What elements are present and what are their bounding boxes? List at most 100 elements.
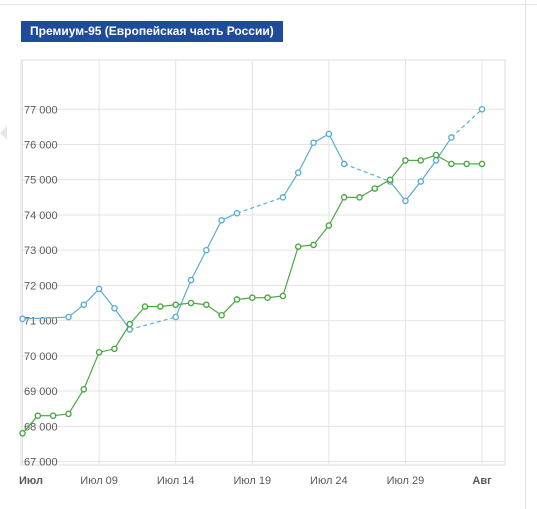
data-point xyxy=(294,243,302,250)
data-point xyxy=(264,294,271,302)
data-point xyxy=(294,169,302,176)
y-tick-label: 69 000 xyxy=(24,386,58,398)
data-point xyxy=(279,292,287,300)
data-point xyxy=(279,194,287,201)
data-point xyxy=(417,178,425,185)
y-tick-label: 67 000 xyxy=(24,456,58,468)
x-tick-label: Июл 19 xyxy=(233,475,271,487)
data-point xyxy=(126,320,134,328)
data-point xyxy=(203,246,210,254)
y-tick-label: 76 000 xyxy=(24,140,58,152)
x-tick-label: Июл 14 xyxy=(157,475,195,487)
series-segment xyxy=(83,352,100,390)
y-tick-label: 77 000 xyxy=(24,104,58,116)
series-segment xyxy=(98,288,115,309)
data-point xyxy=(325,222,333,229)
data-point xyxy=(172,313,179,321)
series-segment xyxy=(389,159,406,181)
series-gap-segment xyxy=(343,163,391,183)
y-tick-label: 74 000 xyxy=(24,210,58,222)
side-scroll-marker xyxy=(0,126,7,140)
data-point xyxy=(325,130,333,138)
data-point xyxy=(233,296,241,303)
plot-frame xyxy=(20,59,506,466)
y-tick-label: 75 000 xyxy=(24,175,58,187)
series-segment xyxy=(190,249,207,281)
data-point xyxy=(157,303,164,310)
chart-title: Премиум-95 (Европейская часть России) xyxy=(21,21,283,42)
data-point xyxy=(310,241,317,249)
grid xyxy=(20,59,506,466)
top-divider xyxy=(0,0,537,5)
data-point xyxy=(95,349,103,356)
data-point xyxy=(478,160,486,168)
series-segment xyxy=(175,279,192,318)
x-tick-label: Июл 09 xyxy=(80,475,118,487)
right-divider xyxy=(525,0,526,509)
data-point xyxy=(172,301,179,309)
data-point xyxy=(402,157,409,164)
data-point xyxy=(65,313,72,321)
data-point xyxy=(141,303,149,310)
data-point xyxy=(386,176,394,184)
data-point xyxy=(19,315,26,323)
data-point xyxy=(417,157,425,164)
series-segment xyxy=(221,299,238,316)
series-gap-segment xyxy=(236,196,284,214)
data-point xyxy=(80,385,88,393)
x-tick-label: Июл 24 xyxy=(310,475,348,487)
y-tick-label: 68 000 xyxy=(24,421,58,433)
data-point xyxy=(187,299,195,307)
series-2 xyxy=(19,151,486,437)
series-segment xyxy=(205,219,223,251)
data-point xyxy=(111,304,118,312)
data-point xyxy=(356,194,363,201)
data-point xyxy=(34,412,42,419)
data-point xyxy=(402,197,409,205)
data-point xyxy=(340,160,348,168)
series-segment xyxy=(83,288,100,306)
data-point xyxy=(248,294,256,302)
series-segment xyxy=(404,181,422,202)
y-tick-label: 73 000 xyxy=(24,245,58,257)
series-gap-segment xyxy=(129,316,176,330)
series-segment xyxy=(22,415,39,434)
series-segment xyxy=(113,323,131,350)
series-segment xyxy=(297,142,315,173)
data-point xyxy=(432,151,440,159)
data-point xyxy=(218,312,225,319)
series-segment xyxy=(313,225,330,246)
series-segment xyxy=(67,388,85,415)
series-segment xyxy=(389,181,406,202)
series-segment xyxy=(282,246,299,297)
data-point xyxy=(432,157,440,164)
data-point xyxy=(448,134,455,141)
y-tick-label: 72 000 xyxy=(24,280,58,292)
data-point xyxy=(187,276,195,284)
series-segment xyxy=(282,172,299,198)
x-tick-label: Июл xyxy=(19,475,43,487)
data-point xyxy=(80,301,88,309)
series-gap-segment xyxy=(450,108,483,138)
data-point xyxy=(463,160,471,168)
data-point xyxy=(19,430,26,437)
series-segment xyxy=(420,160,437,182)
data-point xyxy=(478,106,486,113)
data-point xyxy=(95,285,103,293)
x-tick-label: Авг xyxy=(472,475,492,487)
data-point xyxy=(340,194,348,201)
data-point xyxy=(49,412,57,419)
y-tick-label: 70 000 xyxy=(24,351,58,363)
series xyxy=(19,106,486,437)
data-point xyxy=(203,301,210,309)
data-point xyxy=(310,139,317,147)
data-point xyxy=(218,216,225,224)
data-point xyxy=(371,185,379,192)
data-point xyxy=(65,410,72,418)
data-point xyxy=(111,345,118,353)
series-segment xyxy=(129,306,146,325)
series-segment xyxy=(328,133,345,165)
data-point xyxy=(233,209,241,217)
